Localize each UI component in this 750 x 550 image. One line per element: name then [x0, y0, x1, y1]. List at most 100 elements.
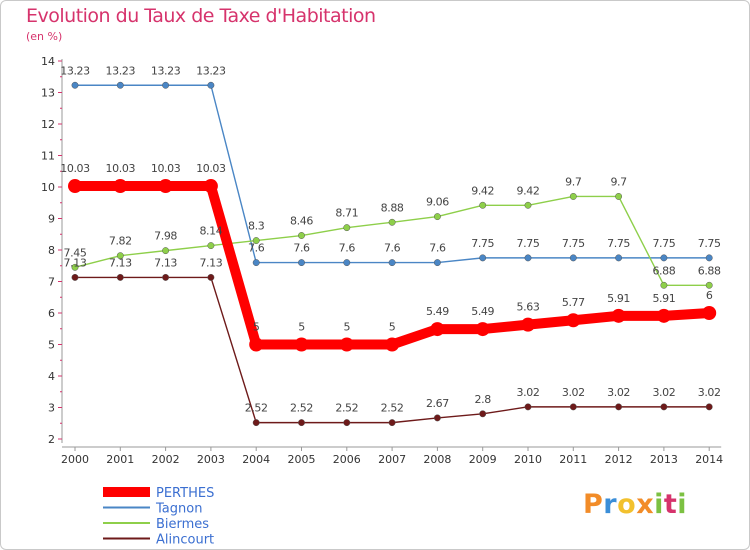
data-label: 2.67: [426, 397, 449, 410]
data-label: 7.13: [109, 256, 132, 269]
x-tick-label: 2010: [514, 453, 542, 466]
x-tick-label: 2003: [197, 453, 225, 466]
x-tick-label: 2006: [333, 453, 361, 466]
data-label: 7.6: [293, 242, 310, 255]
data-point: [475, 322, 490, 337]
data-label: 13.23: [106, 64, 136, 77]
data-point: [207, 242, 215, 250]
data-label: 8.71: [335, 207, 358, 220]
data-label: 7.75: [652, 237, 675, 250]
data-point: [252, 237, 260, 245]
data-label: 7.75: [517, 237, 540, 250]
y-tick-label: 11: [41, 150, 55, 163]
data-point: [207, 273, 215, 281]
y-tick-label: 9: [48, 213, 55, 226]
data-point: [203, 179, 218, 194]
data-label: 5.91: [607, 292, 630, 305]
x-tick-label: 2009: [469, 453, 497, 466]
data-label: 3.02: [698, 386, 721, 399]
data-point: [71, 263, 79, 271]
y-tick-label: 6: [48, 307, 55, 320]
x-tick-label: 2008: [423, 453, 451, 466]
data-point: [524, 254, 532, 262]
data-point: [385, 337, 400, 352]
data-label: 7.13: [154, 256, 177, 269]
data-point: [298, 419, 305, 427]
data-point: [116, 81, 124, 89]
data-point: [388, 259, 396, 267]
data-label: 6.88: [652, 264, 675, 277]
data-label: 7.45: [64, 246, 87, 259]
x-tick-label: 2011: [559, 453, 587, 466]
data-point: [705, 254, 713, 262]
data-label: 10.03: [106, 162, 136, 175]
data-label: 7.13: [199, 256, 222, 269]
data-label: 7.75: [698, 237, 721, 250]
data-point: [298, 232, 305, 239]
data-point: [162, 247, 170, 255]
data-point: [388, 218, 396, 226]
data-label: 5.63: [517, 301, 540, 314]
chart-subtitle: (en %): [26, 30, 63, 43]
x-tick-label: 2000: [61, 453, 89, 466]
data-point: [660, 281, 668, 289]
data-point: [705, 281, 713, 289]
data-label: 8.14: [199, 225, 222, 238]
data-label: 8.46: [290, 215, 313, 228]
data-label: 5: [343, 321, 350, 334]
data-label: 13.23: [151, 64, 181, 77]
data-label: 7.6: [248, 242, 265, 255]
legend-label-tagnon: Tagnon: [155, 502, 202, 517]
y-tick-label: 4: [48, 370, 55, 383]
x-tick-label: 2013: [650, 453, 678, 466]
data-label: 13.23: [196, 64, 226, 77]
data-point: [249, 337, 264, 352]
data-label: 8.88: [381, 201, 404, 214]
data-label: 2.52: [335, 402, 358, 415]
data-point: [343, 259, 351, 267]
data-point: [569, 254, 577, 262]
y-tick-label: 10: [41, 181, 55, 194]
data-label: 5.49: [471, 305, 494, 318]
data-label: 7.75: [607, 237, 630, 250]
data-label: 6: [706, 289, 713, 302]
y-tick-label: 7: [48, 276, 55, 289]
data-point: [162, 273, 170, 281]
data-point: [611, 308, 626, 323]
data-label: 2.8: [475, 393, 492, 406]
data-label: 10.03: [151, 162, 181, 175]
x-tick-label: 2005: [288, 453, 316, 466]
data-point: [116, 252, 124, 260]
data-point: [521, 317, 535, 332]
x-tick-label: 2012: [605, 453, 633, 466]
data-label: 5: [298, 321, 305, 334]
x-tick-label: 2014: [695, 453, 723, 466]
data-label: 3.02: [607, 386, 630, 399]
data-label: 5.49: [426, 305, 449, 318]
data-point: [569, 193, 577, 200]
data-point: [615, 254, 623, 262]
data-point: [569, 403, 577, 411]
legend-label-perthes: PERTHES: [156, 486, 214, 501]
x-tick-label: 2001: [106, 453, 134, 466]
data-point: [298, 259, 305, 267]
x-tick-label: 2004: [242, 453, 270, 466]
data-label: 6.88: [698, 264, 721, 277]
data-label: 5.77: [562, 296, 585, 309]
data-point: [343, 224, 351, 232]
data-label: 5.91: [652, 292, 675, 305]
data-label: 9.7: [565, 175, 582, 188]
x-tick-label: 2002: [152, 453, 180, 466]
data-label: 5: [389, 321, 396, 334]
data-label: 7.75: [471, 237, 494, 250]
data-label: 13.23: [60, 64, 90, 77]
y-tick-label: 12: [41, 118, 55, 131]
data-point: [116, 273, 124, 281]
data-point: [615, 403, 623, 411]
data-label: 3.02: [562, 386, 585, 399]
data-label: 7.75: [562, 237, 585, 250]
data-label: 7.6: [429, 242, 446, 255]
data-label: 2.52: [381, 402, 404, 415]
data-point: [660, 403, 668, 411]
